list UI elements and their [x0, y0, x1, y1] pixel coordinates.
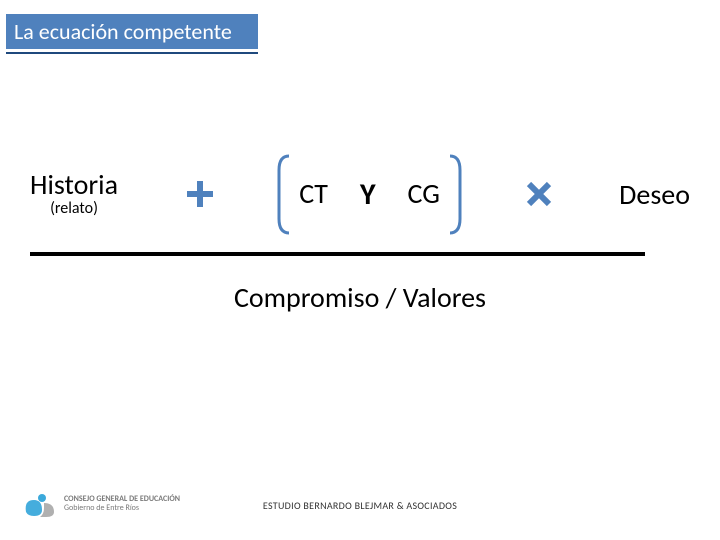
fraction-bar — [30, 252, 645, 256]
page-title: La ecuación competente — [14, 18, 232, 45]
plus-icon — [185, 179, 215, 209]
denominator: Compromiso / Valores — [0, 280, 720, 315]
ct-label: CT — [299, 179, 328, 208]
historia-label: Historia — [30, 170, 118, 199]
cg-label: CG — [408, 179, 440, 208]
deseo-label: Deseo — [619, 177, 690, 212]
historia-sub: (relato) — [30, 199, 118, 218]
equation-row: Historia (relato) CT Y CG Deseo — [30, 170, 690, 218]
footer-credit: ESTUDIO BERNARDO BLEJMAR & ASOCIADOS — [0, 499, 720, 512]
multiply-icon — [525, 180, 553, 208]
bracket-group: CT Y CG — [281, 176, 458, 213]
title-bar: La ecuación competente — [6, 14, 258, 49]
left-bracket-icon — [275, 154, 293, 235]
right-bracket-icon — [446, 154, 464, 235]
term-historia: Historia (relato) — [30, 170, 118, 218]
y-label: Y — [360, 176, 376, 213]
